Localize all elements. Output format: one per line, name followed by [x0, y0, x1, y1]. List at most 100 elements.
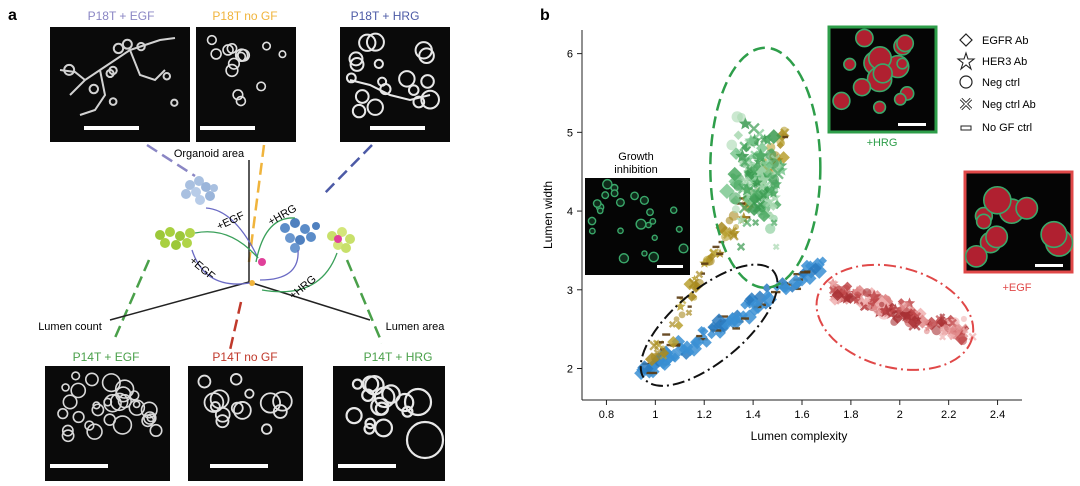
data-point	[749, 186, 762, 199]
data-point	[646, 371, 658, 375]
data-point	[897, 298, 905, 306]
data-point	[867, 289, 881, 303]
data-point	[741, 309, 757, 325]
data-point	[890, 318, 899, 326]
data-point	[738, 117, 752, 130]
data-point	[701, 262, 709, 265]
data-point	[667, 335, 680, 349]
data-point	[768, 187, 779, 198]
data-point	[870, 303, 879, 312]
data-point	[878, 303, 894, 318]
x-tick-label: 1	[652, 409, 658, 421]
micrograph-p18t-hrg	[340, 27, 450, 142]
data-point	[687, 305, 692, 308]
data-point	[831, 288, 844, 302]
data-point	[757, 209, 771, 223]
data-point	[754, 128, 765, 139]
data-point	[752, 218, 760, 227]
micrograph-p18t-egf	[50, 27, 190, 142]
data-point	[711, 313, 727, 329]
data-point	[728, 192, 742, 205]
data-point	[757, 182, 767, 191]
data-point	[746, 166, 754, 174]
data-point	[800, 271, 811, 274]
data-point	[712, 245, 720, 249]
data-point	[788, 274, 804, 290]
data-point	[968, 332, 977, 341]
y-tick-label: 5	[567, 127, 573, 139]
ellipse-nogf	[639, 263, 779, 387]
data-point	[686, 291, 697, 302]
data-point	[719, 183, 735, 200]
dash-icon	[960, 125, 972, 131]
data-point	[707, 321, 720, 334]
data-point	[793, 272, 802, 276]
data-point	[734, 148, 742, 155]
legend-label-her3: HER3 Ab	[982, 56, 1027, 68]
data-point	[811, 263, 827, 279]
data-point	[779, 140, 786, 147]
legend: EGFR Ab HER3 Ab Neg ctrl Neg ctrl Ab No …	[956, 33, 1036, 134]
image-label-p14t-nogf: P14T no GF	[212, 350, 277, 364]
inset-growth-inhibition	[585, 178, 690, 275]
ellipse-egf	[815, 263, 975, 371]
data-point	[685, 309, 693, 317]
data-point	[680, 348, 692, 360]
data-point	[668, 320, 676, 328]
arrow-label-hrg-bottom: +HRG	[287, 273, 318, 302]
data-point	[961, 324, 970, 333]
image-label-p18t-hrg: P18T + HRG	[351, 9, 420, 23]
data-point	[803, 271, 817, 286]
inset-label-hrg: +HRG	[867, 137, 898, 149]
data-point	[678, 311, 686, 319]
organoid-cluster-blue	[280, 218, 320, 253]
data-point	[954, 332, 968, 346]
data-point	[762, 134, 774, 146]
data-point	[924, 324, 932, 332]
data-point	[763, 186, 771, 193]
data-point	[772, 243, 780, 251]
data-point	[678, 344, 690, 356]
data-point	[771, 166, 784, 180]
data-point	[840, 284, 851, 295]
data-point	[662, 333, 671, 336]
x-tick-label: 1.6	[794, 409, 809, 421]
data-point	[862, 288, 872, 297]
legend-label-negctrl: Neg ctrl	[982, 77, 1020, 89]
organoid-cluster-green	[155, 227, 195, 250]
data-point	[675, 301, 686, 311]
data-point	[728, 312, 738, 321]
inset-label-egf: +EGF	[1002, 282, 1031, 294]
data-point	[656, 356, 670, 370]
data-point	[735, 149, 750, 163]
data-point	[936, 317, 947, 328]
data-point	[880, 307, 887, 314]
data-point	[752, 162, 762, 171]
axis-label-lumen-area: Lumen area	[386, 321, 446, 333]
x-tick-label: 0.8	[599, 409, 614, 421]
axis-label-lumen-count: Lumen count	[38, 321, 102, 333]
data-point	[727, 227, 738, 237]
data-point	[852, 284, 867, 300]
data-point	[829, 279, 838, 288]
data-point	[960, 315, 967, 322]
data-point	[899, 306, 915, 322]
legend-label-egfr: EGFR Ab	[982, 35, 1028, 47]
data-point	[805, 266, 818, 279]
star-icon	[956, 51, 976, 71]
data-point	[735, 214, 747, 225]
data-point	[765, 197, 775, 208]
image-label-p14t-egf: P14T + EGF	[73, 350, 140, 364]
data-point	[939, 324, 951, 336]
data-point	[726, 139, 738, 151]
inset-label-growth-line1: Growth	[618, 151, 653, 163]
data-point	[733, 312, 745, 323]
data-point	[729, 314, 744, 329]
data-point	[840, 291, 854, 304]
data-point	[721, 232, 731, 242]
data-point	[860, 296, 871, 307]
data-point	[733, 179, 744, 191]
data-point	[779, 282, 793, 296]
data-point	[733, 130, 744, 140]
